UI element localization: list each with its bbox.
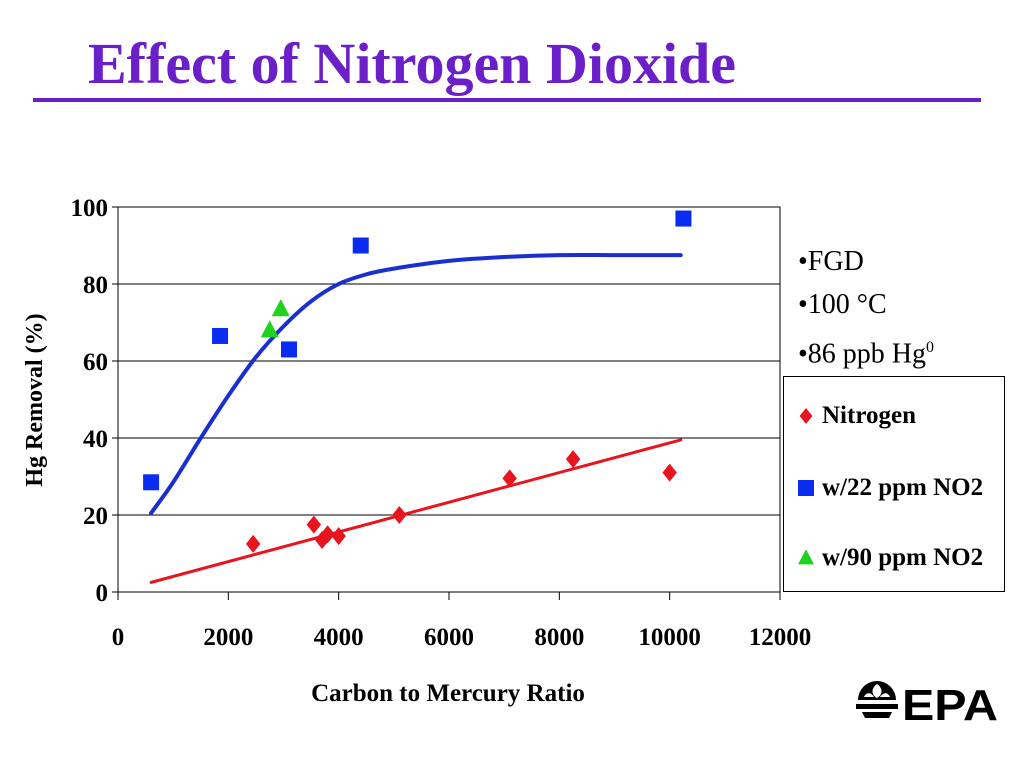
- data-point-diamond: [306, 515, 322, 534]
- condition-item: •100 °C: [798, 283, 934, 326]
- data-point-diamond: [502, 469, 517, 488]
- plot-area-frame: [117, 206, 781, 593]
- data-point-square: [212, 327, 229, 344]
- legend-label: w/90 ppm NO2: [822, 544, 984, 571]
- x-tick-label: 0: [112, 624, 125, 651]
- y-tick-label: 60: [83, 349, 108, 376]
- legend-item: w/90 ppm NO2: [796, 543, 983, 573]
- fit-line-nitrogen: [149, 438, 683, 584]
- conditions-list: •FGD •100 °C •86 ppb Hg0: [798, 240, 934, 375]
- y-tick-label: 0: [96, 580, 109, 607]
- fit-curve-no2: [149, 252, 683, 516]
- x-tick-label: 12000: [749, 624, 812, 651]
- chart-legend: Nitrogen w/22 ppm NO2 w/90 ppm NO2: [783, 376, 1005, 592]
- y-axis-title: Hg Removal (%): [22, 313, 48, 486]
- chart-points: [143, 210, 692, 553]
- condition-item: •FGD: [798, 240, 934, 283]
- x-tick-label: 8000: [534, 624, 584, 651]
- legend-marker-diamond: [799, 408, 813, 424]
- legend-symbol-diamond: [799, 408, 813, 424]
- condition-text: •86 ppb Hg: [798, 338, 927, 370]
- data-point-diamond: [320, 525, 335, 544]
- data-point-square: [675, 210, 692, 227]
- data-point-diamond: [245, 534, 261, 553]
- data-point-diamond: [331, 527, 346, 546]
- legend-marker-triangle: [798, 549, 814, 565]
- chart-fits: [149, 252, 683, 584]
- y-tick-label: 100: [71, 195, 109, 222]
- condition-superscript: 0: [926, 339, 935, 356]
- x-tick-label: 6000: [424, 624, 474, 651]
- data-point-square: [143, 474, 160, 491]
- data-point-triangle: [260, 320, 279, 338]
- condition-text: •100 °C: [798, 289, 887, 320]
- epa-logo-text: EPA: [902, 681, 998, 726]
- condition-item: •86 ppb Hg0: [798, 326, 934, 375]
- data-point-diamond: [565, 450, 581, 469]
- data-point-square: [352, 237, 369, 254]
- data-point-triangle: [271, 299, 290, 317]
- x-tick-label: 10000: [638, 624, 701, 651]
- x-tick-label: 2000: [203, 624, 253, 651]
- chart-ticks: 0 20 40 60 80 100 0 2000 4000 6000 8000 10000 12000: [71, 195, 812, 651]
- y-tick-label: 80: [83, 272, 108, 299]
- data-point-diamond: [392, 506, 407, 524]
- data-point-square: [281, 341, 298, 358]
- legend-label: Nitrogen: [822, 402, 916, 429]
- legend-symbol-triangle: [798, 549, 814, 565]
- condition-text: •FGD: [798, 246, 864, 277]
- slide-title: Effect of Nitrogen Dioxide: [88, 31, 737, 96]
- epa-flower-icon: [856, 681, 898, 718]
- y-tick-label: 20: [83, 503, 108, 530]
- legend-label: w/22 ppm NO2: [822, 474, 984, 501]
- data-point-diamond: [662, 463, 677, 482]
- legend-marker-square: [798, 480, 814, 496]
- x-axis-title: Carbon to Mercury Ratio: [311, 680, 585, 707]
- title-underline: [33, 98, 981, 102]
- x-tick-label: 4000: [314, 624, 364, 651]
- y-tick-label: 40: [83, 426, 108, 453]
- legend-symbol-square: [798, 480, 814, 496]
- epa-logo: EPA: [856, 681, 998, 726]
- legend-item: Nitrogen: [796, 401, 916, 431]
- legend-item: w/22 ppm NO2: [796, 473, 983, 503]
